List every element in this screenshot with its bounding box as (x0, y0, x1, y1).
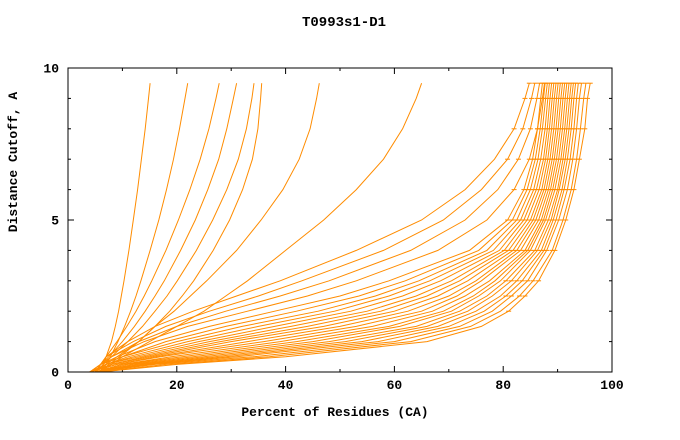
model-curve (95, 83, 582, 373)
y-tick-label: 5 (51, 214, 59, 229)
x-tick-label: 60 (387, 378, 403, 393)
x-tick-label: 0 (64, 378, 72, 393)
y-tick-label: 10 (43, 62, 59, 77)
model-curve (94, 83, 541, 373)
model-curve (89, 83, 550, 373)
model-curve (95, 83, 570, 373)
model-curve (100, 83, 423, 373)
model-curve (94, 83, 536, 373)
model-curve (94, 83, 545, 373)
x-tick-label: 20 (169, 378, 185, 393)
model-curve (89, 83, 553, 373)
x-axis-label: Percent of Residues (CA) (241, 405, 428, 420)
model-curve (89, 83, 543, 373)
model-curve (89, 83, 548, 373)
y-axis-label: Distance Cutoff, A (6, 92, 21, 233)
plot-border (67, 67, 613, 373)
model-curve (89, 83, 559, 373)
model-curve (94, 83, 320, 373)
model-curves-layer (89, 82, 593, 373)
model-curve (94, 83, 255, 373)
x-tick-label: 100 (600, 378, 624, 393)
model-curve (89, 83, 563, 373)
model-curve (100, 83, 263, 373)
x-tick-label: 80 (495, 378, 511, 393)
model-curve (94, 83, 220, 373)
model-curve (95, 83, 574, 373)
y-tick-label: 0 (51, 366, 59, 381)
model-curve (89, 83, 546, 373)
model-curve (95, 83, 568, 373)
model-curve (95, 83, 572, 373)
model-curve (94, 83, 238, 373)
model-curve (89, 83, 561, 373)
model-curve (100, 83, 189, 373)
chart-title: T0993s1-D1 (302, 15, 386, 31)
x-tick-label: 40 (278, 378, 294, 393)
model-curve (89, 83, 557, 373)
model-curve (95, 83, 579, 373)
model-curve (100, 83, 151, 373)
model-curve (95, 83, 566, 373)
model-curve (89, 83, 555, 373)
